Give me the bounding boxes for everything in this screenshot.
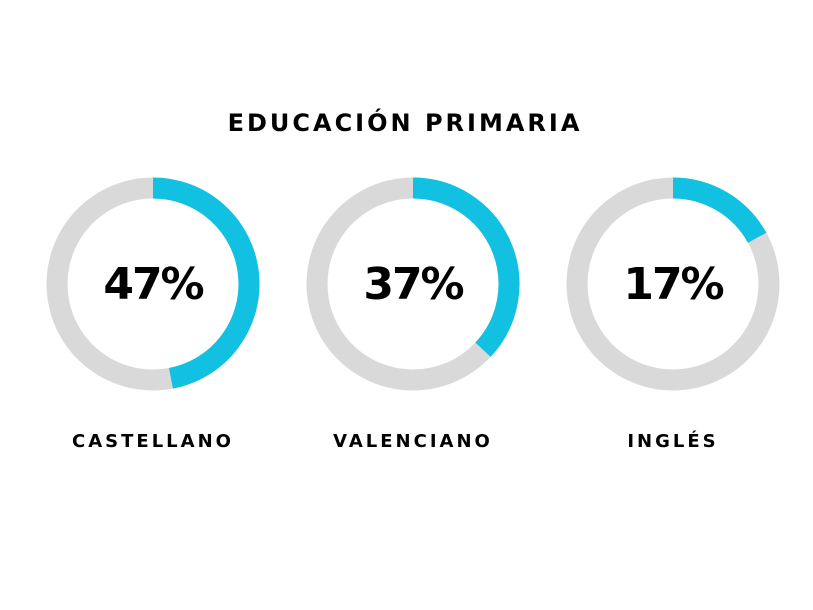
chart-title: EDUCACIÓN PRIMARIA (228, 107, 583, 137)
value-label: 17% (623, 259, 723, 310)
value-label: 47% (103, 259, 203, 310)
gauge-arc (412, 177, 520, 357)
gauge-arc (672, 177, 767, 244)
category-label: VALENCIANO (333, 431, 493, 452)
gauge-arc (152, 177, 260, 389)
category-label: CASTELLANO (72, 431, 234, 452)
value-label: 37% (363, 259, 463, 310)
category-label: INGLÉS (627, 430, 718, 452)
